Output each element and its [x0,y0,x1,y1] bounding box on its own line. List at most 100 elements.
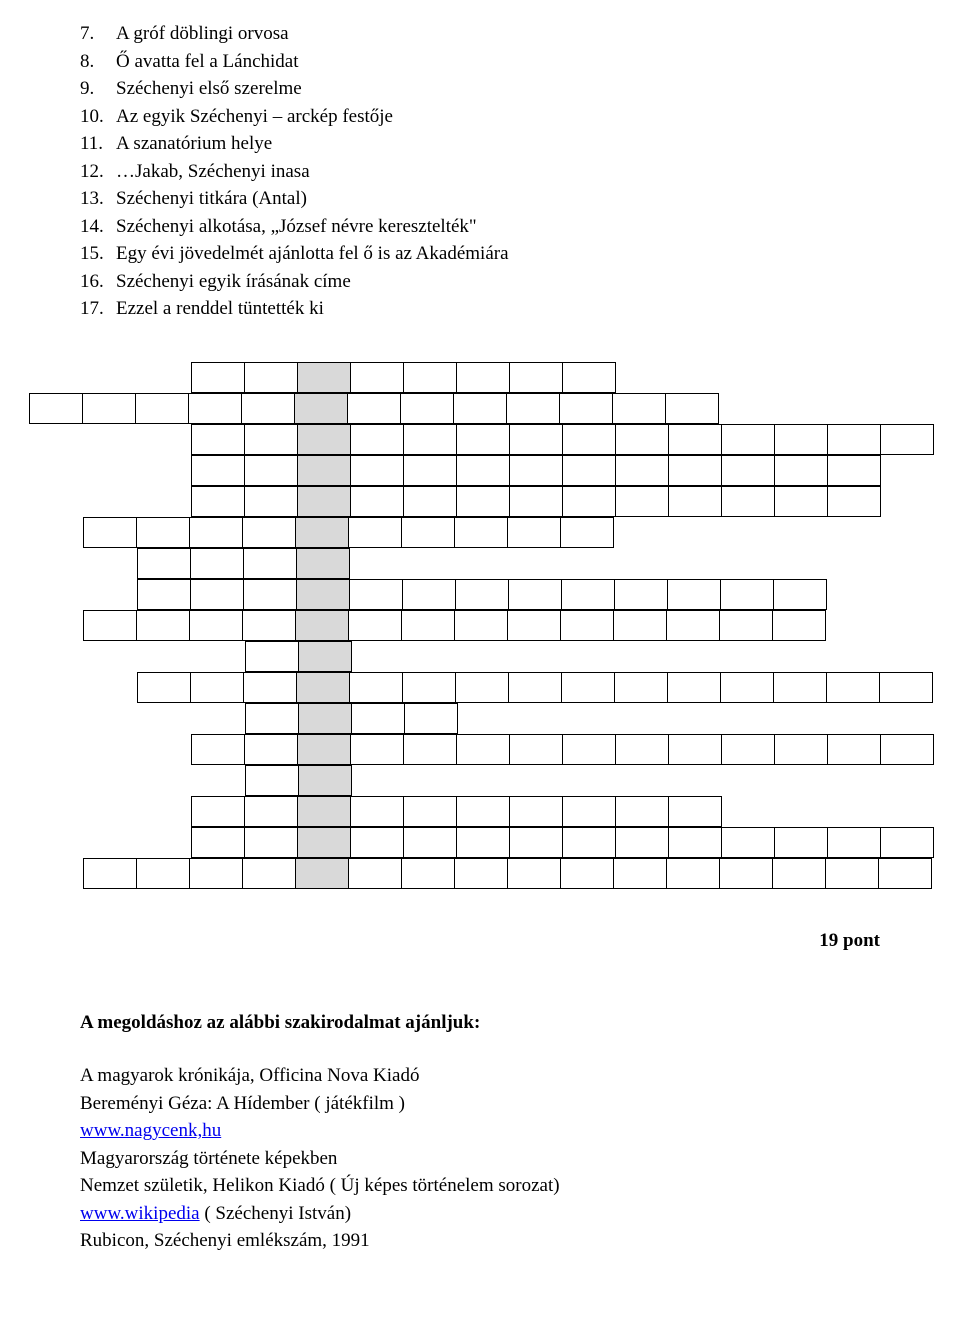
crossword-cell [245,765,299,796]
crossword-cell [350,455,404,486]
crossword-cell [886,363,940,394]
crossword-cell [456,362,510,393]
crossword-cell [827,424,881,455]
crossword-cell [458,704,512,735]
crossword-cell [30,797,84,828]
crossword-cell [30,425,84,456]
reference-line: A magyarok krónikája, Officina Nova Kiad… [80,1062,880,1090]
reference-suffix: ( Széchenyi István) [200,1203,351,1224]
points-label: 19 pont [80,930,880,952]
crossword-cell [880,424,934,455]
crossword-cell [190,579,244,610]
crossword-cell [406,766,460,797]
clue-number: 12. [80,158,116,186]
crossword-cell [674,704,728,735]
crossword-cell [892,642,946,673]
crossword-cell [830,797,884,828]
crossword-cell [878,858,932,889]
crossword-cell [83,858,137,889]
crossword-cell [30,518,84,549]
crossword-cell [453,393,507,424]
crossword-cell [84,580,138,611]
reference-line: www.nagycenk,hu [80,1117,880,1145]
crossword-cell [296,672,350,703]
crossword-cell [514,642,568,673]
crossword-cell [884,797,938,828]
crossword-cell [297,827,351,858]
references-heading: A megoldáshoz az alábbi szakirodalmat aj… [80,1012,880,1034]
crossword-cell [719,858,773,889]
crossword-cell [189,517,243,548]
crossword-cell [668,486,722,517]
crossword-cell [719,610,773,641]
crossword-cell [455,672,509,703]
crossword-cell [243,579,297,610]
crossword-cell [880,611,934,642]
crossword-cell [138,828,192,859]
crossword-cell [297,734,351,765]
crossword-row [30,704,880,735]
crossword-cell [508,672,562,703]
clue-number: 9. [80,75,116,103]
crossword-cell [880,734,934,765]
crossword-cell [192,704,246,735]
crossword-row [30,549,880,580]
crossword-cell [402,672,456,703]
crossword-cell [562,827,616,858]
crossword-cell [826,611,880,642]
crossword-cell [460,766,514,797]
clue-text: Széchenyi első szerelme [116,75,302,103]
crossword-cell [350,796,404,827]
crossword-cell [676,766,730,797]
crossword-cell [456,486,510,517]
crossword-cell [825,858,879,889]
crossword-cell [403,486,457,517]
crossword-cell [667,579,721,610]
crossword-grid [30,363,880,890]
crossword-cell [665,393,719,424]
reference-line: www.wikipedia ( Széchenyi István) [80,1200,880,1228]
crossword-cell [560,858,614,889]
crossword-cell [190,672,244,703]
crossword-cell [30,456,84,487]
crossword-cell [30,642,84,673]
crossword-cell [84,704,138,735]
crossword-cell [666,858,720,889]
crossword-cell [349,672,403,703]
crossword-row [30,673,880,704]
crossword-cell [827,486,881,517]
crossword-cell [561,579,615,610]
reference-link[interactable]: www.wikipedia [80,1203,200,1224]
crossword-cell [401,858,455,889]
crossword-cell [189,610,243,641]
crossword-cell [350,827,404,858]
crossword-cell [30,704,84,735]
crossword-cell [456,734,510,765]
crossword-cell [245,641,299,672]
reference-line: Magyarország története képekben [80,1145,880,1173]
crossword-cell [30,487,84,518]
crossword-cell [83,610,137,641]
crossword-cell [192,766,246,797]
crossword-cell [84,828,138,859]
crossword-cell [668,827,722,858]
clue-text: Széchenyi alkotása, „József névre keresz… [116,213,477,241]
crossword-cell [84,549,138,580]
crossword-cell [560,610,614,641]
crossword-cell [774,486,828,517]
reference-link[interactable]: www.nagycenk,hu [80,1120,221,1141]
crossword-cell [838,642,892,673]
crossword-cell [776,518,830,549]
crossword-cell [138,425,192,456]
reference-line: Rubicon, Széchenyi emlékszám, 1991 [80,1227,880,1255]
crossword-cell [562,486,616,517]
crossword-cell [244,362,298,393]
crossword-cell [403,455,457,486]
crossword-cell [836,549,890,580]
crossword-cell [881,487,935,518]
crossword-row [30,735,880,766]
crossword-cell [616,363,670,394]
crossword-cell [879,672,933,703]
crossword-cell [136,858,190,889]
crossword-cell [460,642,514,673]
